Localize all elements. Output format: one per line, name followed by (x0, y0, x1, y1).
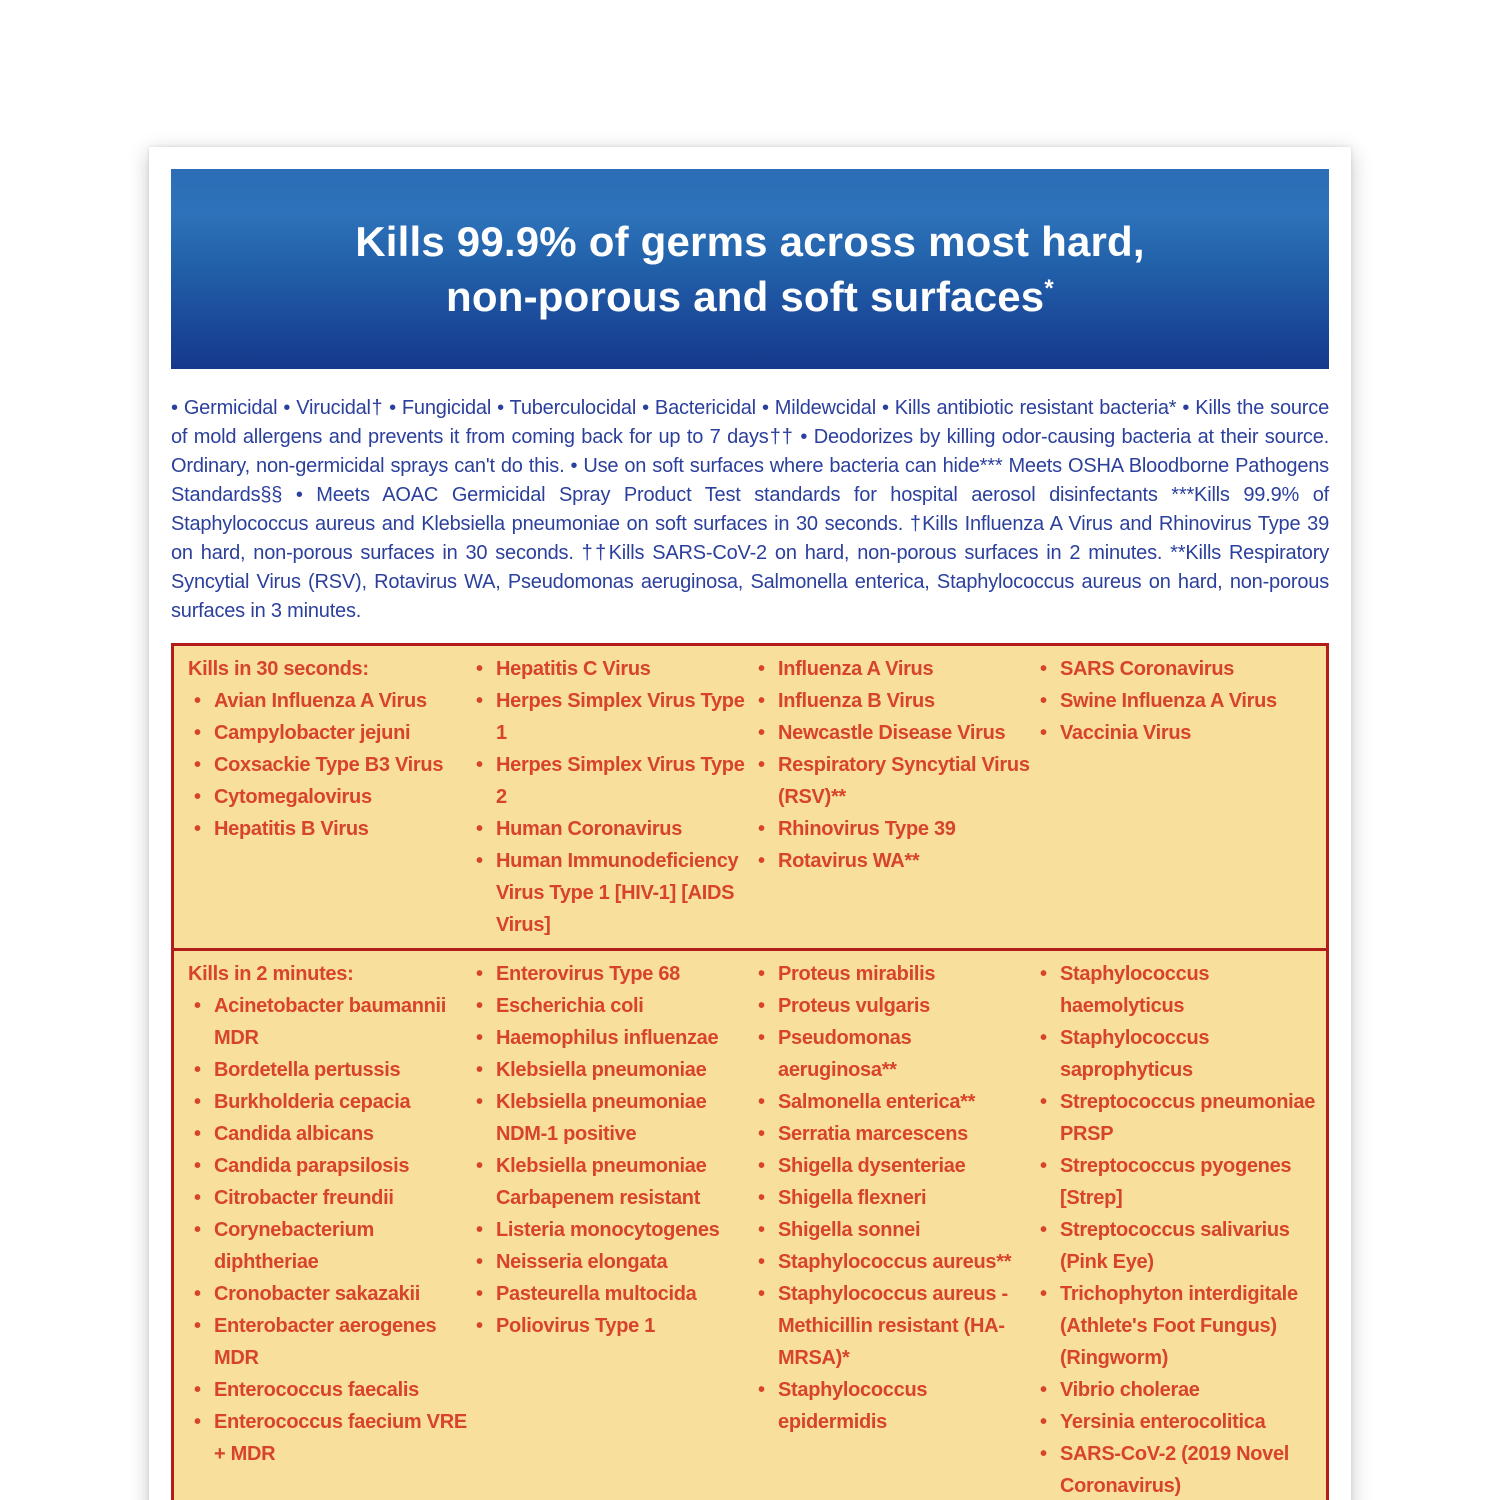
germ-kill-table: Kills in 30 seconds: Avian Influenza A Vi… (171, 643, 1329, 1500)
germ-item: Haemophilus influenzae (470, 1022, 752, 1054)
germ-item: Candida parapsilosis (188, 1150, 470, 1182)
germ-item: Pasteurella multocida (470, 1278, 752, 1310)
kill-time-section: Kills in 30 seconds: Avian Influenza A Vi… (174, 646, 1326, 948)
germ-item: Poliovirus Type 1 (470, 1310, 752, 1342)
germ-item: Streptococcus salivarius (Pink Eye) (1034, 1214, 1316, 1278)
kill-time-heading: Kills in 30 seconds: (188, 658, 369, 680)
germ-item: Bordetella pertussis (188, 1054, 470, 1086)
germ-item: Campylobacter jejuni (188, 717, 470, 749)
germ-item: Staphylococcus aureus - Methicillin resi… (752, 1278, 1034, 1374)
germ-item: Proteus mirabilis (752, 958, 1034, 990)
germ-item: Escherichia coli (470, 990, 752, 1022)
germ-item: Neisseria elongata (470, 1246, 752, 1278)
germ-column: Hepatitis C VirusHerpes Simplex Virus Ty… (470, 653, 752, 941)
germ-item: Citrobacter freundii (188, 1182, 470, 1214)
headline-asterisk: * (1044, 275, 1054, 302)
headline-line-1: Kills 99.9% of germs across most hard, (355, 217, 1145, 265)
germ-item: Klebsiella pneumoniae (470, 1054, 752, 1086)
germ-item: Coxsackie Type B3 Virus (188, 749, 470, 781)
germ-item: Pseudomonas aeruginosa** (752, 1022, 1034, 1086)
germ-item: Streptococcus pyogenes [Strep] (1034, 1150, 1316, 1214)
germ-column: SARS CoronavirusSwine Influenza A VirusV… (1034, 653, 1316, 941)
germ-item: Shigella flexneri (752, 1182, 1034, 1214)
germ-item: Trichophyton interdigitale (Athlete's Fo… (1034, 1278, 1316, 1374)
germ-item: Staphylococcus aureus** (752, 1246, 1034, 1278)
label-card: Kills 99.9% of germs across most hard, no… (149, 147, 1351, 1500)
germ-list: Hepatitis C VirusHerpes Simplex Virus Ty… (470, 653, 752, 941)
germ-item: Streptococcus pneumoniae PRSP (1034, 1086, 1316, 1150)
germ-item: Klebsiella pneumoniae NDM-1 positive (470, 1086, 752, 1150)
germ-list: Enterovirus Type 68Escherichia coliHaemo… (470, 958, 752, 1342)
headline-line-2: non-porous and soft surfaces (446, 273, 1045, 320)
germ-list: Proteus mirabilisProteus vulgarisPseudom… (752, 958, 1034, 1438)
germ-item: Influenza B Virus (752, 685, 1034, 717)
germ-item: Corynebacterium diphtheriae (188, 1214, 470, 1278)
germ-item: Staphylococcus haemolyticus (1034, 958, 1316, 1022)
germ-item: Human Immunodeficiency Virus Type 1 [HIV… (470, 845, 752, 941)
germ-item: SARS Coronavirus (1034, 653, 1316, 685)
germ-item: SARS-CoV-2 (2019 Novel Coronavirus) (1034, 1438, 1316, 1500)
germ-item: Hepatitis C Virus (470, 653, 752, 685)
germ-column: Proteus mirabilisProteus vulgarisPseudom… (752, 958, 1034, 1500)
germ-column: Kills in 2 minutes: Acinetobacter baumann… (188, 958, 470, 1500)
germ-list: Acinetobacter baumannii MDRBordetella pe… (188, 990, 470, 1470)
germ-column: Influenza A VirusInfluenza B VirusNewcas… (752, 653, 1034, 941)
germ-item: Herpes Simplex Virus Type 2 (470, 749, 752, 813)
germ-item: Enterovirus Type 68 (470, 958, 752, 990)
germ-item: Klebsiella pneumoniae Carbapenem resista… (470, 1150, 752, 1214)
germ-item: Hepatitis B Virus (188, 813, 470, 845)
germ-item: Staphylococcus epidermidis (752, 1374, 1034, 1438)
germ-item: Cronobacter sakazakii (188, 1278, 470, 1310)
germ-item: Enterobacter aerogenes MDR (188, 1310, 470, 1374)
germ-list: SARS CoronavirusSwine Influenza A VirusV… (1034, 653, 1316, 749)
germ-item: Cytomegalovirus (188, 781, 470, 813)
germ-item: Newcastle Disease Virus (752, 717, 1034, 749)
germ-column: Enterovirus Type 68Escherichia coliHaemo… (470, 958, 752, 1500)
germ-item: Acinetobacter baumannii MDR (188, 990, 470, 1054)
germ-item: Proteus vulgaris (752, 990, 1034, 1022)
germ-item: Burkholderia cepacia (188, 1086, 470, 1118)
claims-paragraph: • Germicidal • Virucidal† • Fungicidal •… (171, 397, 1329, 622)
germ-item: Rhinovirus Type 39 (752, 813, 1034, 845)
germ-item: Avian Influenza A Virus (188, 685, 470, 717)
header-banner: Kills 99.9% of germs across most hard, no… (171, 169, 1329, 369)
germ-item: Serratia marcescens (752, 1118, 1034, 1150)
germ-list: Staphylococcus haemolyticusStaphylococcu… (1034, 958, 1316, 1500)
germ-item: Rotavirus WA** (752, 845, 1034, 877)
kill-time-heading: Kills in 2 minutes: (188, 963, 354, 985)
headline: Kills 99.9% of germs across most hard, no… (355, 214, 1145, 325)
germ-item: Vaccinia Virus (1034, 717, 1316, 749)
germ-item: Human Coronavirus (470, 813, 752, 845)
kill-time-section: Kills in 2 minutes: Acinetobacter baumann… (174, 948, 1326, 1500)
germ-item: Shigella sonnei (752, 1214, 1034, 1246)
germ-item: Candida albicans (188, 1118, 470, 1150)
germ-item: Swine Influenza A Virus (1034, 685, 1316, 717)
germ-list: Influenza A VirusInfluenza B VirusNewcas… (752, 653, 1034, 877)
germ-item: Shigella dysenteriae (752, 1150, 1034, 1182)
germ-column: Kills in 30 seconds: Avian Influenza A Vi… (188, 653, 470, 941)
germ-item: Influenza A Virus (752, 653, 1034, 685)
germ-item: Yersinia enterocolitica (1034, 1406, 1316, 1438)
germ-item: Herpes Simplex Virus Type 1 (470, 685, 752, 749)
germ-item: Vibrio cholerae (1034, 1374, 1316, 1406)
germ-column: Staphylococcus haemolyticusStaphylococcu… (1034, 958, 1316, 1500)
germ-item: Respiratory Syncytial Virus (RSV)** (752, 749, 1034, 813)
germ-item: Enterococcus faecium VRE + MDR (188, 1406, 470, 1470)
germ-list: Avian Influenza A VirusCampylobacter jej… (188, 685, 470, 845)
germ-item: Enterococcus faecalis (188, 1374, 470, 1406)
germ-item: Staphylococcus saprophyticus (1034, 1022, 1316, 1086)
germ-item: Salmonella enterica** (752, 1086, 1034, 1118)
germ-item: Listeria monocytogenes (470, 1214, 752, 1246)
